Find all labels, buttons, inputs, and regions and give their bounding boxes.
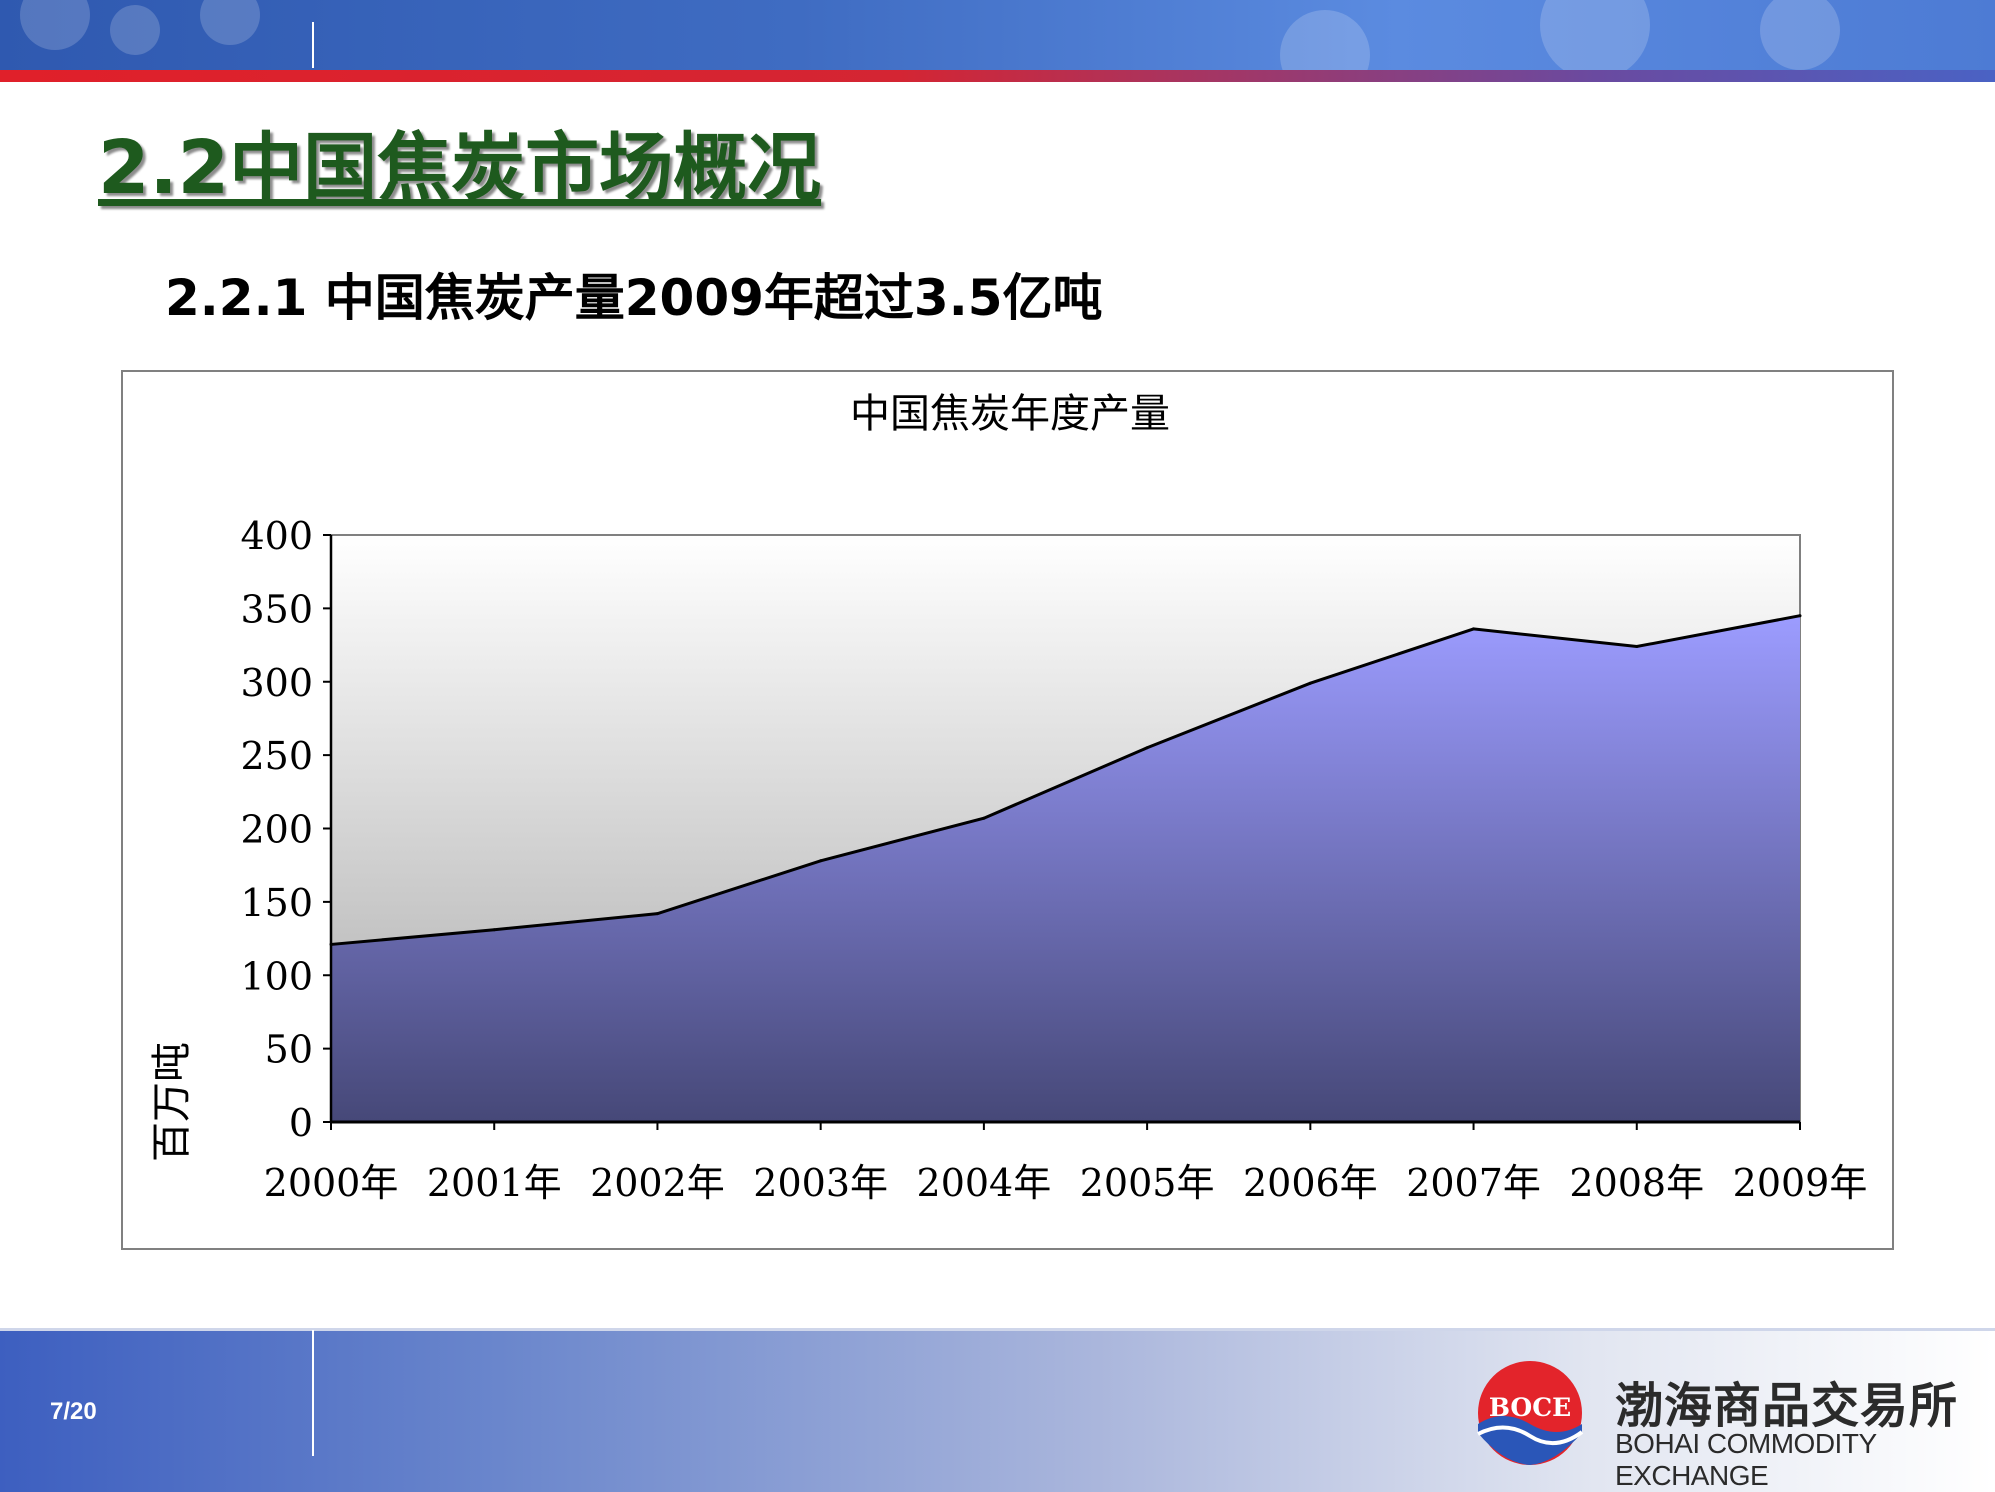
page-number: 7/20 xyxy=(50,1398,97,1425)
y-tick-label: 150 xyxy=(240,881,313,925)
bottom-banner xyxy=(0,1328,1995,1492)
organization-name-en: BOHAI COMMODITY EXCHANGE xyxy=(1615,1428,1877,1491)
banner-bubble xyxy=(1280,10,1370,70)
data-point xyxy=(1798,614,1802,618)
y-tick-label: 250 xyxy=(240,734,313,778)
area-fill xyxy=(331,615,1800,1122)
chart-title: 中国焦炭年度产量 xyxy=(850,391,1170,437)
x-tick-label: 2009年 xyxy=(1733,1161,1868,1205)
chart-frame: 中国焦炭年度产量 百万吨 0 50 100 150 200 250 300 350 400 200… xyxy=(121,370,1894,1250)
bottom-divider xyxy=(312,1330,314,1456)
slide-subtitle: 2.2.1 中国焦炭产量2009年超过3.5亿吨 xyxy=(165,269,1103,327)
banner-bubble xyxy=(1760,0,1840,70)
y-tick-label: 50 xyxy=(265,1028,313,1072)
y-axis-title: 百万吨 xyxy=(149,1042,195,1162)
x-tick-label: 2002年 xyxy=(590,1161,725,1205)
data-point xyxy=(982,816,986,820)
y-tick-label: 400 xyxy=(240,514,313,558)
banner-bubble xyxy=(1540,0,1650,70)
y-tick-label: 300 xyxy=(240,661,313,705)
y-tick-label: 0 xyxy=(289,1101,313,1145)
organization-name-cn: 渤海商品交易所 xyxy=(1615,1378,1959,1434)
boce-logo: BOCE xyxy=(1477,1361,1584,1465)
x-tick-label: 2004年 xyxy=(917,1161,1052,1205)
y-tick-label: 200 xyxy=(240,808,313,852)
y-tick-label: 350 xyxy=(240,587,313,631)
top-banner xyxy=(0,0,1995,70)
data-point xyxy=(1145,746,1149,750)
x-tick-label: 2008年 xyxy=(1569,1161,1704,1205)
y-axis-title-group: 百万吨 xyxy=(149,1042,195,1162)
banner-divider xyxy=(312,22,314,68)
banner-bubble xyxy=(110,5,160,55)
accent-stripe xyxy=(0,70,1995,82)
x-tick-label: 2000年 xyxy=(264,1161,399,1205)
bottom-banner-edge xyxy=(0,1328,1995,1331)
page-title: 2.2中国焦炭市场概况 xyxy=(98,125,822,211)
data-point xyxy=(819,859,823,863)
x-tick-label: 2001年 xyxy=(427,1161,562,1205)
data-point xyxy=(492,928,496,932)
logo-text: BOCE xyxy=(1489,1393,1571,1422)
data-point xyxy=(655,912,659,916)
x-tick-label: 2005年 xyxy=(1080,1161,1215,1205)
banner-bubble xyxy=(200,0,260,45)
coke-production-chart: 中国焦炭年度产量 百万吨 0 50 100 150 200 250 300 350 400 200… xyxy=(149,391,1868,1205)
x-tick-label: 2007年 xyxy=(1406,1161,1541,1205)
data-point xyxy=(1635,645,1639,649)
x-tick-label: 2006年 xyxy=(1243,1161,1378,1205)
data-point xyxy=(1472,627,1476,631)
x-tick-label: 2003年 xyxy=(753,1161,888,1205)
banner-bubble xyxy=(20,0,90,50)
data-point xyxy=(1308,681,1312,685)
series-line xyxy=(330,614,1801,946)
y-tick-label: 100 xyxy=(240,954,313,998)
